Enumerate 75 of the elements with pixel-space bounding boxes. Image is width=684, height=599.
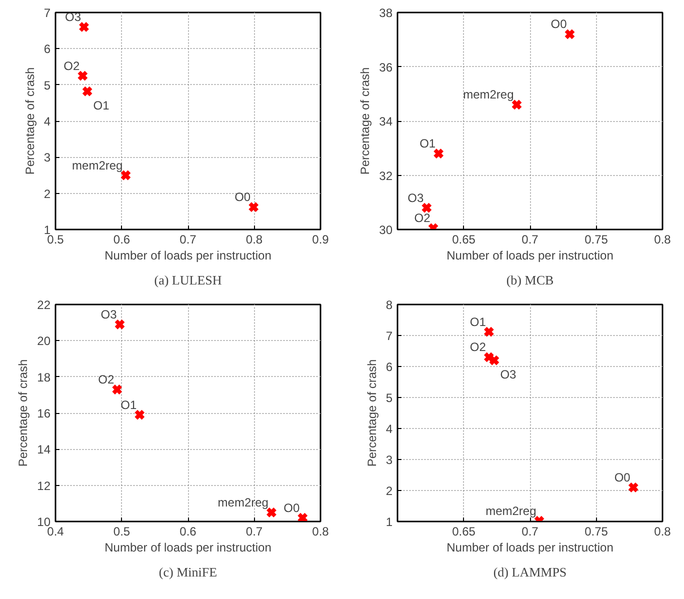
x-tick-label: 0.9 xyxy=(312,232,330,246)
x-tick-label: 0.7 xyxy=(522,524,539,538)
x-tick-label: 0.5 xyxy=(113,524,130,538)
x-tick-label: 0.8 xyxy=(246,232,263,246)
y-axis-title: Percentage of crash xyxy=(16,359,30,467)
annotation: mem2reg xyxy=(218,495,268,510)
text: (a) LULESH xyxy=(154,272,222,288)
annotation: O2 xyxy=(64,58,80,73)
y-tick-label: 12 xyxy=(37,478,51,493)
x-tick-label: 0.8 xyxy=(654,232,672,246)
y-tick-label: 2 xyxy=(386,484,393,498)
y-axis-title: Percentage of crash xyxy=(364,359,379,467)
y-tick-label: 30 xyxy=(379,223,393,237)
y-tick-label: 18 xyxy=(37,370,51,384)
x-tick-label: 0.6 xyxy=(113,232,130,246)
y-tick-label: 6 xyxy=(386,360,393,374)
y-tick-label: 6 xyxy=(44,42,51,56)
annotation: mem2reg xyxy=(486,504,536,518)
x-tick-label: 0.7 xyxy=(180,232,197,246)
y-tick-label: 7 xyxy=(44,6,51,20)
x-tick-label: 0.65 xyxy=(452,232,476,246)
annotation: O2 xyxy=(98,372,114,386)
y-tick-label: 3 xyxy=(44,150,51,165)
x-axis-title: Number of loads per instruction xyxy=(104,248,272,262)
y-tick-label: 5 xyxy=(386,391,393,405)
x-tick-label: 0.8 xyxy=(312,524,330,538)
y-tick-label: 32 xyxy=(379,168,393,183)
annotation: O0 xyxy=(614,470,631,484)
annotation: O1 xyxy=(93,98,110,112)
y-tick-label: 4 xyxy=(386,422,393,436)
annotation: O2 xyxy=(414,211,431,226)
annotation: O3 xyxy=(64,10,82,24)
x-tick-label: 0.75 xyxy=(584,524,608,538)
y-tick-label: 1 xyxy=(386,515,393,529)
y-tick-label: 7 xyxy=(386,329,393,343)
y-tick-label: 8 xyxy=(386,298,393,312)
y-tick-label: 14 xyxy=(37,442,51,457)
y-tick-label: 3 xyxy=(386,453,393,467)
annotation: O2 xyxy=(470,340,486,354)
text: (d) LAMMPS xyxy=(493,564,567,580)
x-tick-label: 0.65 xyxy=(452,524,476,538)
y-tick-label: 4 xyxy=(44,114,51,128)
annotation: O0 xyxy=(284,500,300,515)
y-tick-label: 36 xyxy=(379,60,393,74)
x-tick-label: 0.7 xyxy=(522,232,539,246)
annotation: O3 xyxy=(500,367,517,382)
text: (c) MiniFE xyxy=(158,564,218,580)
x-tick-label: 0.8 xyxy=(654,524,672,538)
y-tick-label: 20 xyxy=(37,334,51,348)
text: (b) MCB xyxy=(506,272,554,288)
y-tick-label: 16 xyxy=(37,406,51,420)
annotation: O1 xyxy=(420,136,436,151)
annotation: mem2reg xyxy=(72,158,123,172)
annotation: O0 xyxy=(234,190,251,204)
x-axis-title: Number of loads per instruction xyxy=(446,540,614,554)
x-axis-title: Number of loads per instruction xyxy=(446,248,614,262)
x-axis-title: Number of loads per instruction xyxy=(104,540,272,554)
y-axis-title: Percentage of crash xyxy=(358,67,372,175)
annotation: O1 xyxy=(120,398,137,412)
x-tick-label: 0.4 xyxy=(47,524,64,538)
x-tick-label: 0.6 xyxy=(180,524,197,538)
y-tick-label: 2 xyxy=(44,186,51,201)
annotation: O3 xyxy=(100,307,118,322)
annotation: mem2reg xyxy=(463,88,514,102)
x-tick-label: 0.7 xyxy=(246,524,263,538)
annotation: O1 xyxy=(470,314,486,329)
x-tick-label: 0.5 xyxy=(47,232,64,246)
annotation: O0 xyxy=(550,17,568,32)
y-tick-label: 22 xyxy=(37,298,51,312)
annotation: O3 xyxy=(408,190,424,205)
y-axis-title: Percentage of crash xyxy=(22,67,37,175)
x-tick-label: 0.75 xyxy=(584,232,608,246)
y-tick-label: 38 xyxy=(379,6,393,20)
y-tick-label: 34 xyxy=(379,114,393,128)
y-tick-label: 5 xyxy=(44,78,51,92)
